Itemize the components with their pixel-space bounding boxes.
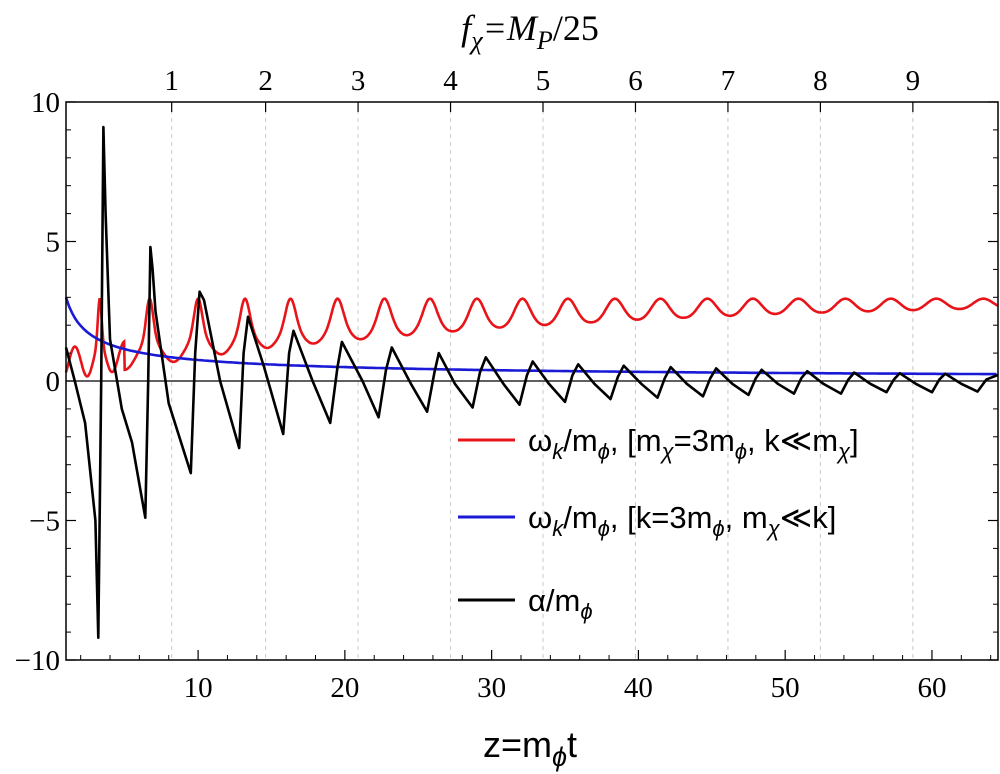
top-tick-label-2: 2 (258, 65, 273, 97)
x-tick-label-50: 50 (771, 672, 800, 704)
x-axis-label: z=mϕt (483, 724, 577, 772)
y-tick-label-1: −5 (29, 506, 60, 538)
top-tick-label-7: 7 (721, 65, 736, 97)
top-tick-label-9: 9 (906, 65, 921, 97)
top-tick-label-8: 8 (813, 65, 828, 97)
legend: ωk/mϕ, [mχ=3mϕ, k≪mχ] ωk/mϕ, [k=3mϕ, mχ≪… (458, 423, 859, 624)
top-tick-label-5: 5 (536, 65, 551, 97)
x-tick-label-60: 60 (917, 672, 946, 704)
x-tick-label-20: 20 (330, 672, 359, 704)
series-line-omega-massive (64, 297, 999, 378)
x-tick-label-30: 30 (477, 672, 506, 704)
legend-label-blue: ωk/mϕ, [k=3mϕ, mχ≪k] (528, 500, 836, 541)
top-tick-label-4: 4 (443, 65, 458, 97)
y-tick-label-2: 0 (46, 366, 61, 398)
legend-label-black: α/mϕ (528, 583, 593, 624)
y-tick-label-3: 5 (46, 227, 61, 259)
y-tick-label-4: 10 (31, 87, 60, 119)
top-tick-label-3: 3 (351, 65, 366, 97)
x-tick-label-40: 40 (624, 672, 653, 704)
top-tick-label-1: 1 (164, 65, 179, 97)
series-line-omega-massless (64, 296, 997, 376)
grid-lines (171, 102, 914, 660)
axis-ticks: 10 20 30 40 50 60 −10 −5 0 5 10 1 2 3 4 5 6 7 8 9 (15, 65, 998, 704)
legend-label-red: ωk/mϕ, [mχ=3mϕ, k≪mχ] (528, 423, 859, 464)
chart-title: fχ=MP/25 (461, 8, 599, 55)
series-layer (64, 125, 999, 640)
series-line-alpha (64, 125, 999, 640)
top-tick-label-6: 6 (628, 65, 643, 97)
x-tick-label-10: 10 (184, 672, 213, 704)
y-tick-label-0: −10 (15, 645, 60, 677)
